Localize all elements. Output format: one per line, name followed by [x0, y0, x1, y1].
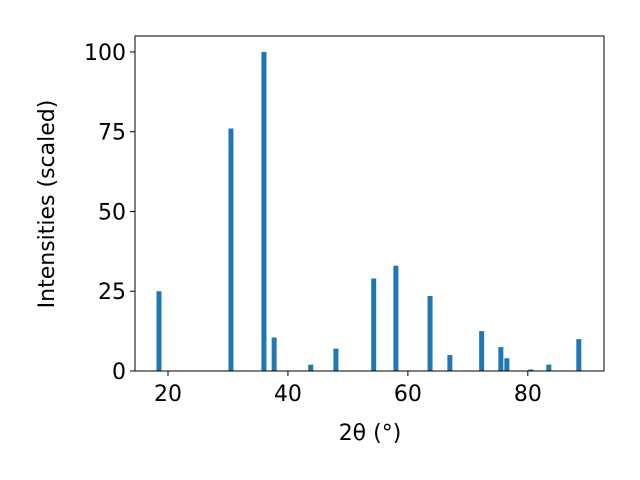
x-tick-label: 40 [274, 382, 302, 407]
y-tick-label: 50 [98, 200, 126, 225]
bar [427, 296, 433, 371]
axes-frame [134, 35, 605, 372]
bar [393, 265, 399, 371]
bar [271, 337, 277, 371]
bar [308, 364, 314, 371]
bar [156, 291, 162, 371]
plot-area [156, 51, 582, 371]
bar [333, 348, 339, 371]
x-tick-label: 80 [514, 382, 542, 407]
bar [498, 347, 504, 371]
y-tick-label: 75 [98, 121, 126, 146]
y-tick-label: 0 [112, 360, 126, 385]
bar [261, 51, 267, 371]
y-tick-label: 25 [98, 280, 126, 305]
y-axis-label: Intensities (scaled) [35, 100, 60, 309]
bar [546, 364, 552, 371]
bar [371, 278, 377, 371]
bar [576, 339, 582, 371]
y-tick-label: 100 [84, 41, 126, 66]
x-tick-label: 60 [394, 382, 422, 407]
bar [447, 355, 453, 371]
x-axis-label: 2θ (°) [339, 421, 402, 446]
bar [504, 358, 510, 371]
x-tick-label: 20 [154, 382, 182, 407]
bar [479, 331, 485, 371]
bar [528, 369, 534, 371]
bar [228, 128, 234, 371]
